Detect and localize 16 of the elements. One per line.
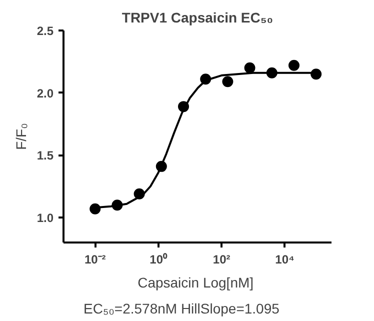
y-axis-title: F/F₀ [12,122,29,150]
x-tick-label: 10² [212,252,230,266]
text: EC₅₀=2.578nM HillSlope=1.095 [84,300,280,316]
point [244,62,256,74]
chart-title: TRPV1 Capsaicin EC₅₀ [122,10,274,26]
x-tick-label: 10⁰ [150,252,168,266]
x-tick-label: 10⁻² [84,252,106,266]
point [222,76,234,88]
x-tick-label: 10⁴ [275,252,295,266]
x-axis-title: Capsaicin Log[nM] [138,274,254,290]
y-tick-label: 2.0 [36,86,54,100]
y-tick-label: 2.5 [36,24,54,38]
y-tick-label: 1.0 [36,211,54,226]
y-tick-label: 1.5 [36,148,54,163]
point [288,60,300,71]
point [90,203,101,214]
